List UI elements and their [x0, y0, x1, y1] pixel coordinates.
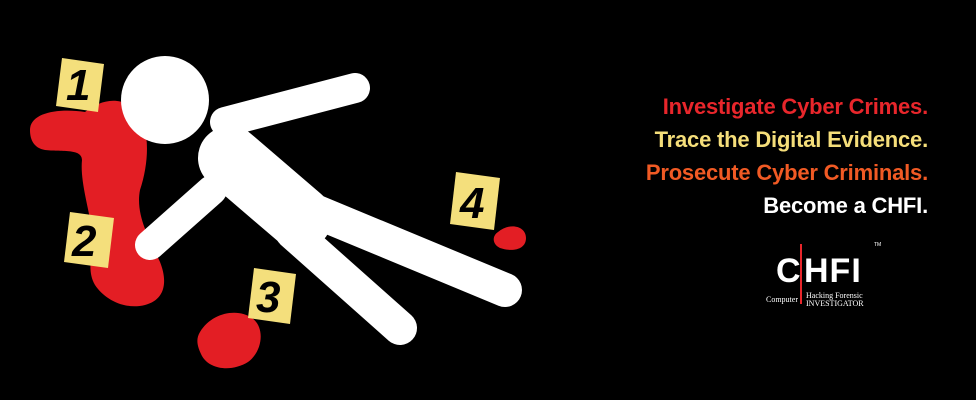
blood-stains — [30, 100, 526, 369]
tagline-line-trace: Trace the Digital Evidence. — [654, 127, 929, 152]
blood-stain-left — [30, 100, 165, 307]
arm-lower — [135, 175, 227, 260]
logo-word-computer: Computer — [766, 295, 798, 304]
evidence-marker-2: 2 — [64, 212, 114, 268]
logo-words-hacking-forensic: Hacking Forensic — [806, 291, 863, 300]
evidence-marker-3: 3 — [248, 268, 296, 324]
logo-divider — [800, 244, 802, 304]
marker-number: 4 — [459, 179, 484, 228]
marker-number: 1 — [66, 61, 90, 110]
marker-tent — [64, 212, 114, 268]
leg-lower — [275, 215, 417, 345]
evidence-marker-1: 1 — [56, 58, 104, 112]
evidence-marker-4: 4 — [450, 172, 500, 230]
logo-word-investigator: INVESTIGATOR — [806, 299, 864, 308]
chfi-logo: C HFI Computer Hacking Forensic INVESTIG… — [760, 240, 890, 320]
marker-tent — [248, 268, 296, 324]
logo-letter-c: C — [776, 252, 802, 290]
tagline-line-investigate: Investigate Cyber Crimes. — [662, 94, 928, 119]
tagline: Investigate Cyber Crimes. Trace the Digi… — [646, 90, 928, 222]
marker-number: 3 — [256, 273, 280, 322]
arm-upper — [210, 73, 370, 137]
logo-letters-hfi: HFI — [804, 252, 862, 290]
logo-trademark: TM — [874, 242, 882, 248]
blood-stain-right — [493, 226, 526, 250]
body-outline — [135, 73, 522, 345]
blood-stain-bottom — [197, 312, 261, 369]
tagline-line-prosecute: Prosecute Cyber Criminals. — [645, 160, 928, 185]
marker-tent — [450, 172, 500, 230]
leg-upper — [283, 188, 522, 307]
head — [121, 56, 209, 144]
tagline-line-become: Become a CHFI. — [763, 193, 928, 218]
marker-number: 2 — [71, 217, 97, 266]
marker-tent — [56, 58, 104, 112]
